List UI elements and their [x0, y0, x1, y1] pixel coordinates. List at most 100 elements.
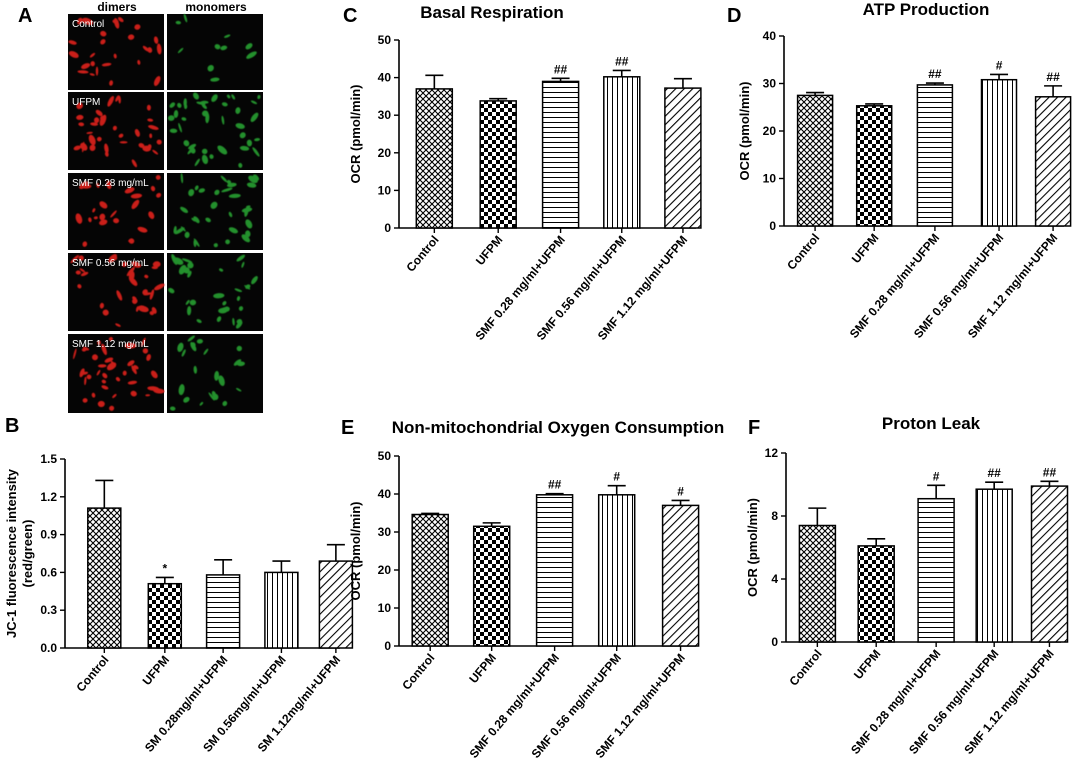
panel-b-jc1-chart: B 0.0 0.3 0.6 0.9 1.2 1.5 JC-1 fluorescence in…: [4, 415, 354, 755]
y-tick-label: 4: [771, 572, 778, 586]
y-tick-label: 0.6: [40, 565, 57, 579]
micrograph-monomers-2: [167, 172, 263, 250]
panel-a-letter: A: [18, 5, 32, 27]
bar-b-0: [87, 507, 122, 649]
micrograph-row-label: SMF 1.12 mg/mL: [72, 339, 149, 350]
panel-d-letter: D: [727, 5, 741, 27]
panel-e-title: Non-mitochondrial Oxygen Consumption: [392, 418, 724, 437]
x-category-label: Control: [403, 233, 441, 275]
significance-marker: ##: [928, 67, 942, 81]
bar-f-3: [975, 488, 1013, 643]
x-category-label: SMF 1.12 mg/ml+UFPM: [965, 231, 1060, 341]
bar-e-2: [535, 494, 574, 647]
y-axis-label: OCR (pmol/min): [737, 82, 752, 181]
y-tick-label: 12: [765, 446, 779, 460]
y-axis-label-line: OCR (pmol/min): [348, 85, 363, 184]
bar-d-0: [796, 94, 834, 227]
y-axis-label-line: (red/green): [20, 520, 35, 588]
significance-marker: *: [162, 561, 167, 575]
bar-f-4: [1030, 485, 1069, 643]
panel-f-proton-leak-chart: F Proton Leak 0 4 8 12 OCR (pmol/min) Control…: [745, 414, 1069, 757]
x-category-label: Control: [784, 231, 822, 273]
micrograph-monomers-0: [167, 13, 263, 90]
panel-e-letter: E: [341, 417, 354, 439]
bar-d-1: [855, 105, 893, 227]
bar-e-4: [661, 504, 700, 647]
y-axis-label-line: OCR (pmol/min): [745, 498, 760, 597]
significance-marker: #: [677, 484, 684, 498]
y-tick-label: 0: [769, 219, 776, 233]
y-tick-label: 10: [763, 172, 777, 186]
bar-c-0: [415, 88, 454, 229]
y-axis-label-line: OCR (pmol/min): [348, 502, 363, 601]
x-category-label: UFPM: [466, 651, 499, 686]
y-tick-label: 50: [378, 449, 392, 463]
x-category-label: UFPM: [140, 653, 173, 688]
column-header-monomers: monomers: [185, 0, 247, 14]
bar-e-1: [472, 525, 511, 647]
y-axis-label: OCR (pmol/min): [348, 85, 363, 184]
significance-marker: #: [933, 469, 940, 483]
micrograph-dimers-1: [68, 92, 164, 170]
y-tick-label: 20: [378, 563, 392, 577]
panel-d-atp-production-chart: D ATP Production 0 10 20 30 40 OCR (pmol/min)…: [727, 0, 1072, 341]
x-category-label: Control: [787, 647, 825, 689]
y-tick-label: 10: [378, 601, 392, 615]
significance-marker: ##: [1043, 465, 1057, 479]
y-tick-label: 50: [378, 33, 392, 47]
y-tick-label: 0: [384, 221, 391, 235]
bar-e-0: [411, 513, 449, 647]
y-axis-label-line: OCR (pmol/min): [737, 82, 752, 181]
bar-b-4: [318, 560, 354, 649]
bar-d-3: [980, 78, 1018, 227]
bar-e-3: [597, 494, 636, 647]
y-tick-label: 40: [378, 71, 392, 85]
panel-c-letter: C: [343, 5, 357, 27]
panel-f-letter: F: [748, 417, 760, 439]
x-category-label: Control: [399, 651, 437, 693]
y-tick-label: 0.9: [40, 528, 57, 542]
micrograph-dimers-2: [68, 173, 164, 250]
micrograph-dimers-3: [68, 253, 165, 331]
micrograph-row-label: Control: [72, 19, 104, 30]
bar-c-1: [479, 100, 517, 229]
y-tick-label: 0.0: [40, 641, 57, 655]
panel-c-basal-respiration-chart: C Basal Respiration 0 10 20 30 40 50 OCR (pmol…: [343, 3, 702, 343]
y-tick-label: 10: [378, 183, 392, 197]
significance-marker: #: [996, 58, 1003, 72]
bar-f-2: [917, 497, 955, 643]
y-tick-label: 0: [771, 635, 778, 649]
bar-d-4: [1034, 96, 1072, 227]
micrograph-monomers-1: [167, 92, 263, 170]
panel-d-title: ATP Production: [863, 0, 990, 19]
micrograph-grid: Control UFPM SMF 0.28 mg/mL SMF 0.56 mg/mL S…: [68, 13, 263, 413]
bar-c-2: [541, 80, 580, 229]
bar-d-2: [916, 84, 954, 227]
bar-b-3: [264, 571, 299, 649]
micrograph-row-label: UFPM: [72, 97, 100, 108]
panel-c-title: Basal Respiration: [420, 3, 564, 22]
y-tick-label: 1.2: [40, 490, 57, 504]
significance-marker: ##: [615, 54, 629, 68]
y-tick-label: 8: [771, 509, 778, 523]
y-tick-label: 0: [384, 639, 391, 653]
bar-c-3: [603, 76, 641, 229]
significance-marker: ##: [987, 466, 1001, 480]
y-tick-label: 20: [378, 146, 392, 160]
bar-b-2: [205, 574, 241, 649]
y-tick-label: 0.3: [40, 603, 57, 617]
y-tick-label: 40: [378, 487, 392, 501]
y-axis-label: OCR (pmol/min): [745, 498, 760, 597]
y-axis-label-line: JC-1 fluorescence intensity: [4, 468, 19, 638]
y-tick-label: 30: [378, 525, 392, 539]
significance-marker: #: [613, 470, 620, 484]
y-tick-label: 40: [763, 29, 777, 43]
x-category-label: UFPM: [849, 231, 882, 266]
x-category-label: Control: [73, 653, 111, 695]
significance-marker: ##: [548, 478, 562, 492]
micrograph-row-label: SMF 0.28 mg/mL: [72, 178, 149, 189]
micrograph-dimers-4: [68, 334, 165, 413]
bar-b-1: [147, 582, 183, 649]
panel-e-nonmito-oxygen-chart: E Non-mitochondrial Oxygen Consumption 0…: [341, 417, 724, 761]
